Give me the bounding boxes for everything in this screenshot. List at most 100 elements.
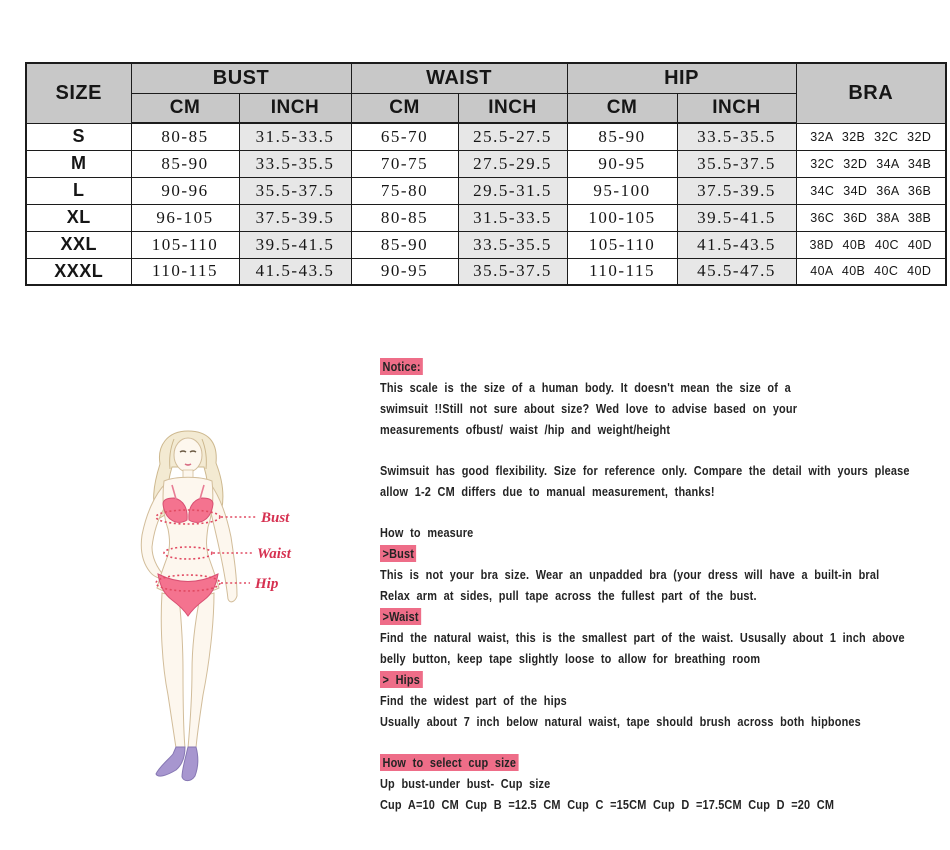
hip-measure-line [155,574,221,592]
size-value: XXL [25,230,132,259]
waist-inch-value: 27.5-29.5 [457,149,568,178]
waist-instruction-line: belly button, keep tape slightly loose t… [380,651,761,666]
bust-figure-label: Bust [260,510,290,526]
hips-instruction-line: Find the widest part of the hips [380,693,567,708]
bra-value: 40A 40B 40C 40D [795,257,947,286]
bust-cm-value: 85-90 [130,149,240,178]
waist-cm-value: 70-75 [350,149,459,178]
notice-heading: Notice: [380,356,910,377]
figure-head [173,437,203,473]
cup-size-heading: How to select cup size [380,752,910,773]
bust-cm-value: 80-85 [130,122,240,151]
col-header-bust-inch: INCH [238,92,352,124]
size-value: XXXL [25,257,132,286]
waist-inch-value: 33.5-35.5 [457,230,568,259]
col-header-hip: HIP [566,62,797,94]
cup-size-heading-highlight: How to select cup size [380,754,519,771]
notice-line: swimsuit !!Still not sure about size? We… [380,401,798,416]
col-header-waist-cm: CM [350,92,459,124]
bra-value: 38D 40B 40C 40D [795,230,947,259]
waist-cm-value: 90-95 [350,257,459,286]
table-row-m: M 85-90 33.5-35.5 70-75 27.5-29.5 90-95 … [25,149,947,178]
bust-inch-value: 41.5-43.5 [238,257,352,286]
size-value: XL [25,203,132,232]
bust-cm-value: 90-96 [130,176,240,205]
waist-inch-value: 31.5-33.5 [457,203,568,232]
hip-cm-value: 85-90 [566,122,678,151]
hip-cm-value: 100-105 [566,203,678,232]
figure-eyes [179,450,197,453]
hip-cm-value: 110-115 [566,257,678,286]
waist-cm-value: 75-80 [350,176,459,205]
bust-instruction-line: Relax arm at sides, pull tape across the… [380,588,757,603]
figure-bikini-top-right-cup [188,497,214,523]
bust-inch-value: 33.5-35.5 [238,149,352,178]
table-row-xl: XL 96-105 37.5-39.5 80-85 31.5-33.5 100-… [25,203,947,232]
col-header-bust-cm: CM [130,92,240,124]
bust-cm-value: 105-110 [130,230,240,259]
notice-line: measurements ofbust/ waist /hip and weig… [380,422,671,437]
bra-value: 34C 34D 36A 36B [795,176,947,205]
bust-heading-highlight: >Bust [380,545,417,562]
figure-left-shoe [155,746,186,777]
flexibility-line: allow 1-2 CM differs due to manual measu… [380,484,715,499]
table-header-row-groups: SIZE BUST WAIST HIP BRA [25,62,947,124]
col-header-hip-inch: INCH [676,92,797,124]
hip-cm-value: 95-100 [566,176,678,205]
bust-cm-value: 110-115 [130,257,240,286]
bust-inch-value: 31.5-33.5 [238,122,352,151]
hip-inch-value: 35.5-37.5 [676,149,797,178]
waist-heading: >Waist [380,606,910,627]
spacer [380,732,910,752]
bra-value: 32C 32D 34A 34B [795,149,947,178]
table-row-s: S 80-85 31.5-33.5 65-70 25.5-27.5 85-90 … [25,122,947,151]
notes-section: Notice: This scale is the size of a huma… [380,356,910,815]
hip-inch-value: 39.5-41.5 [676,203,797,232]
hip-inch-value: 37.5-39.5 [676,176,797,205]
hips-instruction-line: Usually about 7 inch below natural waist… [380,714,861,729]
flexibility-line: Swimsuit has good flexibility. Size for … [380,463,910,478]
measurement-figure-sketch: Bust Waist Hip [140,430,292,782]
size-value: L [25,176,132,205]
size-chart-table: SIZE BUST WAIST HIP BRA CM INCH CM INCH … [25,62,948,286]
waist-measure-line [163,546,213,560]
spacer [380,440,910,460]
col-header-hip-cm: CM [566,92,678,124]
waist-cm-value: 85-90 [350,230,459,259]
bust-measure-line [155,509,221,525]
notice-heading-highlight: Notice: [380,358,424,375]
spacer [380,502,910,522]
bra-value: 32A 32B 32C 32D [795,122,947,151]
bust-inch-value: 35.5-37.5 [238,176,352,205]
cup-size-line: Cup A=10 CM Cup B =12.5 CM Cup C =15CM C… [380,797,835,812]
figure-right-leg [187,592,215,749]
hips-heading: > Hips [380,669,910,690]
waist-cm-value: 65-70 [350,122,459,151]
col-header-waist: WAIST [350,62,568,94]
how-to-measure-heading: How to measure [380,525,474,540]
hip-inch-value: 41.5-43.5 [676,230,797,259]
col-header-bra: BRA [795,62,947,124]
waist-figure-label: Waist [257,546,292,562]
figure-hair-locks [169,438,207,470]
waist-instruction-line: Find the natural waist, this is the smal… [380,630,905,645]
table-row-xxxl: XXXL 110-115 41.5-43.5 90-95 35.5-37.5 1… [25,257,947,286]
bra-value: 36C 36D 38A 38B [795,203,947,232]
figure-illustration: Bust Waist Hip [100,425,380,805]
hip-inch-value: 33.5-35.5 [676,122,797,151]
cup-size-line: Up bust-under bust- Cup size [380,776,551,791]
bust-inch-value: 37.5-39.5 [238,203,352,232]
hip-cm-value: 90-95 [566,149,678,178]
bust-cm-value: 96-105 [130,203,240,232]
hip-inch-value: 45.5-47.5 [676,257,797,286]
table-header-row-units: CM INCH CM INCH CM INCH [26,92,946,124]
figure-left-leg [160,592,186,749]
table-row-l: L 90-96 35.5-37.5 75-80 29.5-31.5 95-100… [25,176,947,205]
bust-heading: >Bust [380,543,910,564]
bust-instruction-line: This is not your bra size. Wear an unpad… [380,567,880,582]
figure-right-shoe [181,746,199,782]
hips-heading-highlight: > Hips [380,671,423,688]
size-value: S [25,122,132,151]
col-header-bust: BUST [130,62,352,94]
figure-bikini-straps [171,484,205,500]
